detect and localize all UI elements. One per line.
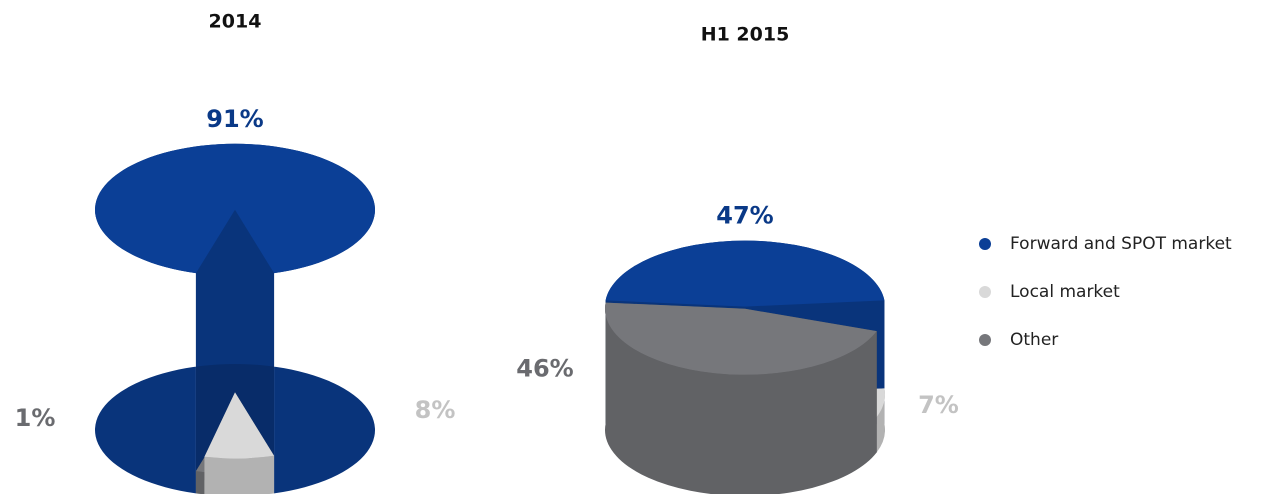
legend-marker <box>979 334 991 346</box>
value-label: 47% <box>716 202 773 230</box>
slice-side <box>876 388 885 453</box>
value-label: 91% <box>206 105 263 133</box>
value-label: 8% <box>415 396 456 424</box>
legend-label: Local market <box>1010 282 1120 302</box>
slice-side <box>605 302 877 494</box>
legend-label: Other <box>1010 330 1058 350</box>
legend-marker <box>979 286 991 298</box>
chart-title: H1 2015 <box>701 24 790 46</box>
chart-title: 2014 <box>209 11 262 33</box>
value-label: 7% <box>918 391 959 419</box>
slice-side <box>204 455 275 494</box>
slice <box>204 392 275 459</box>
legend-marker <box>979 238 991 250</box>
legend-label: Forward and SPOT market <box>1010 234 1232 254</box>
slice <box>94 143 376 274</box>
value-label: 1% <box>15 404 56 432</box>
slice <box>605 240 885 307</box>
slice <box>605 302 877 375</box>
slice-side <box>195 471 205 494</box>
value-label: 46% <box>516 354 573 382</box>
